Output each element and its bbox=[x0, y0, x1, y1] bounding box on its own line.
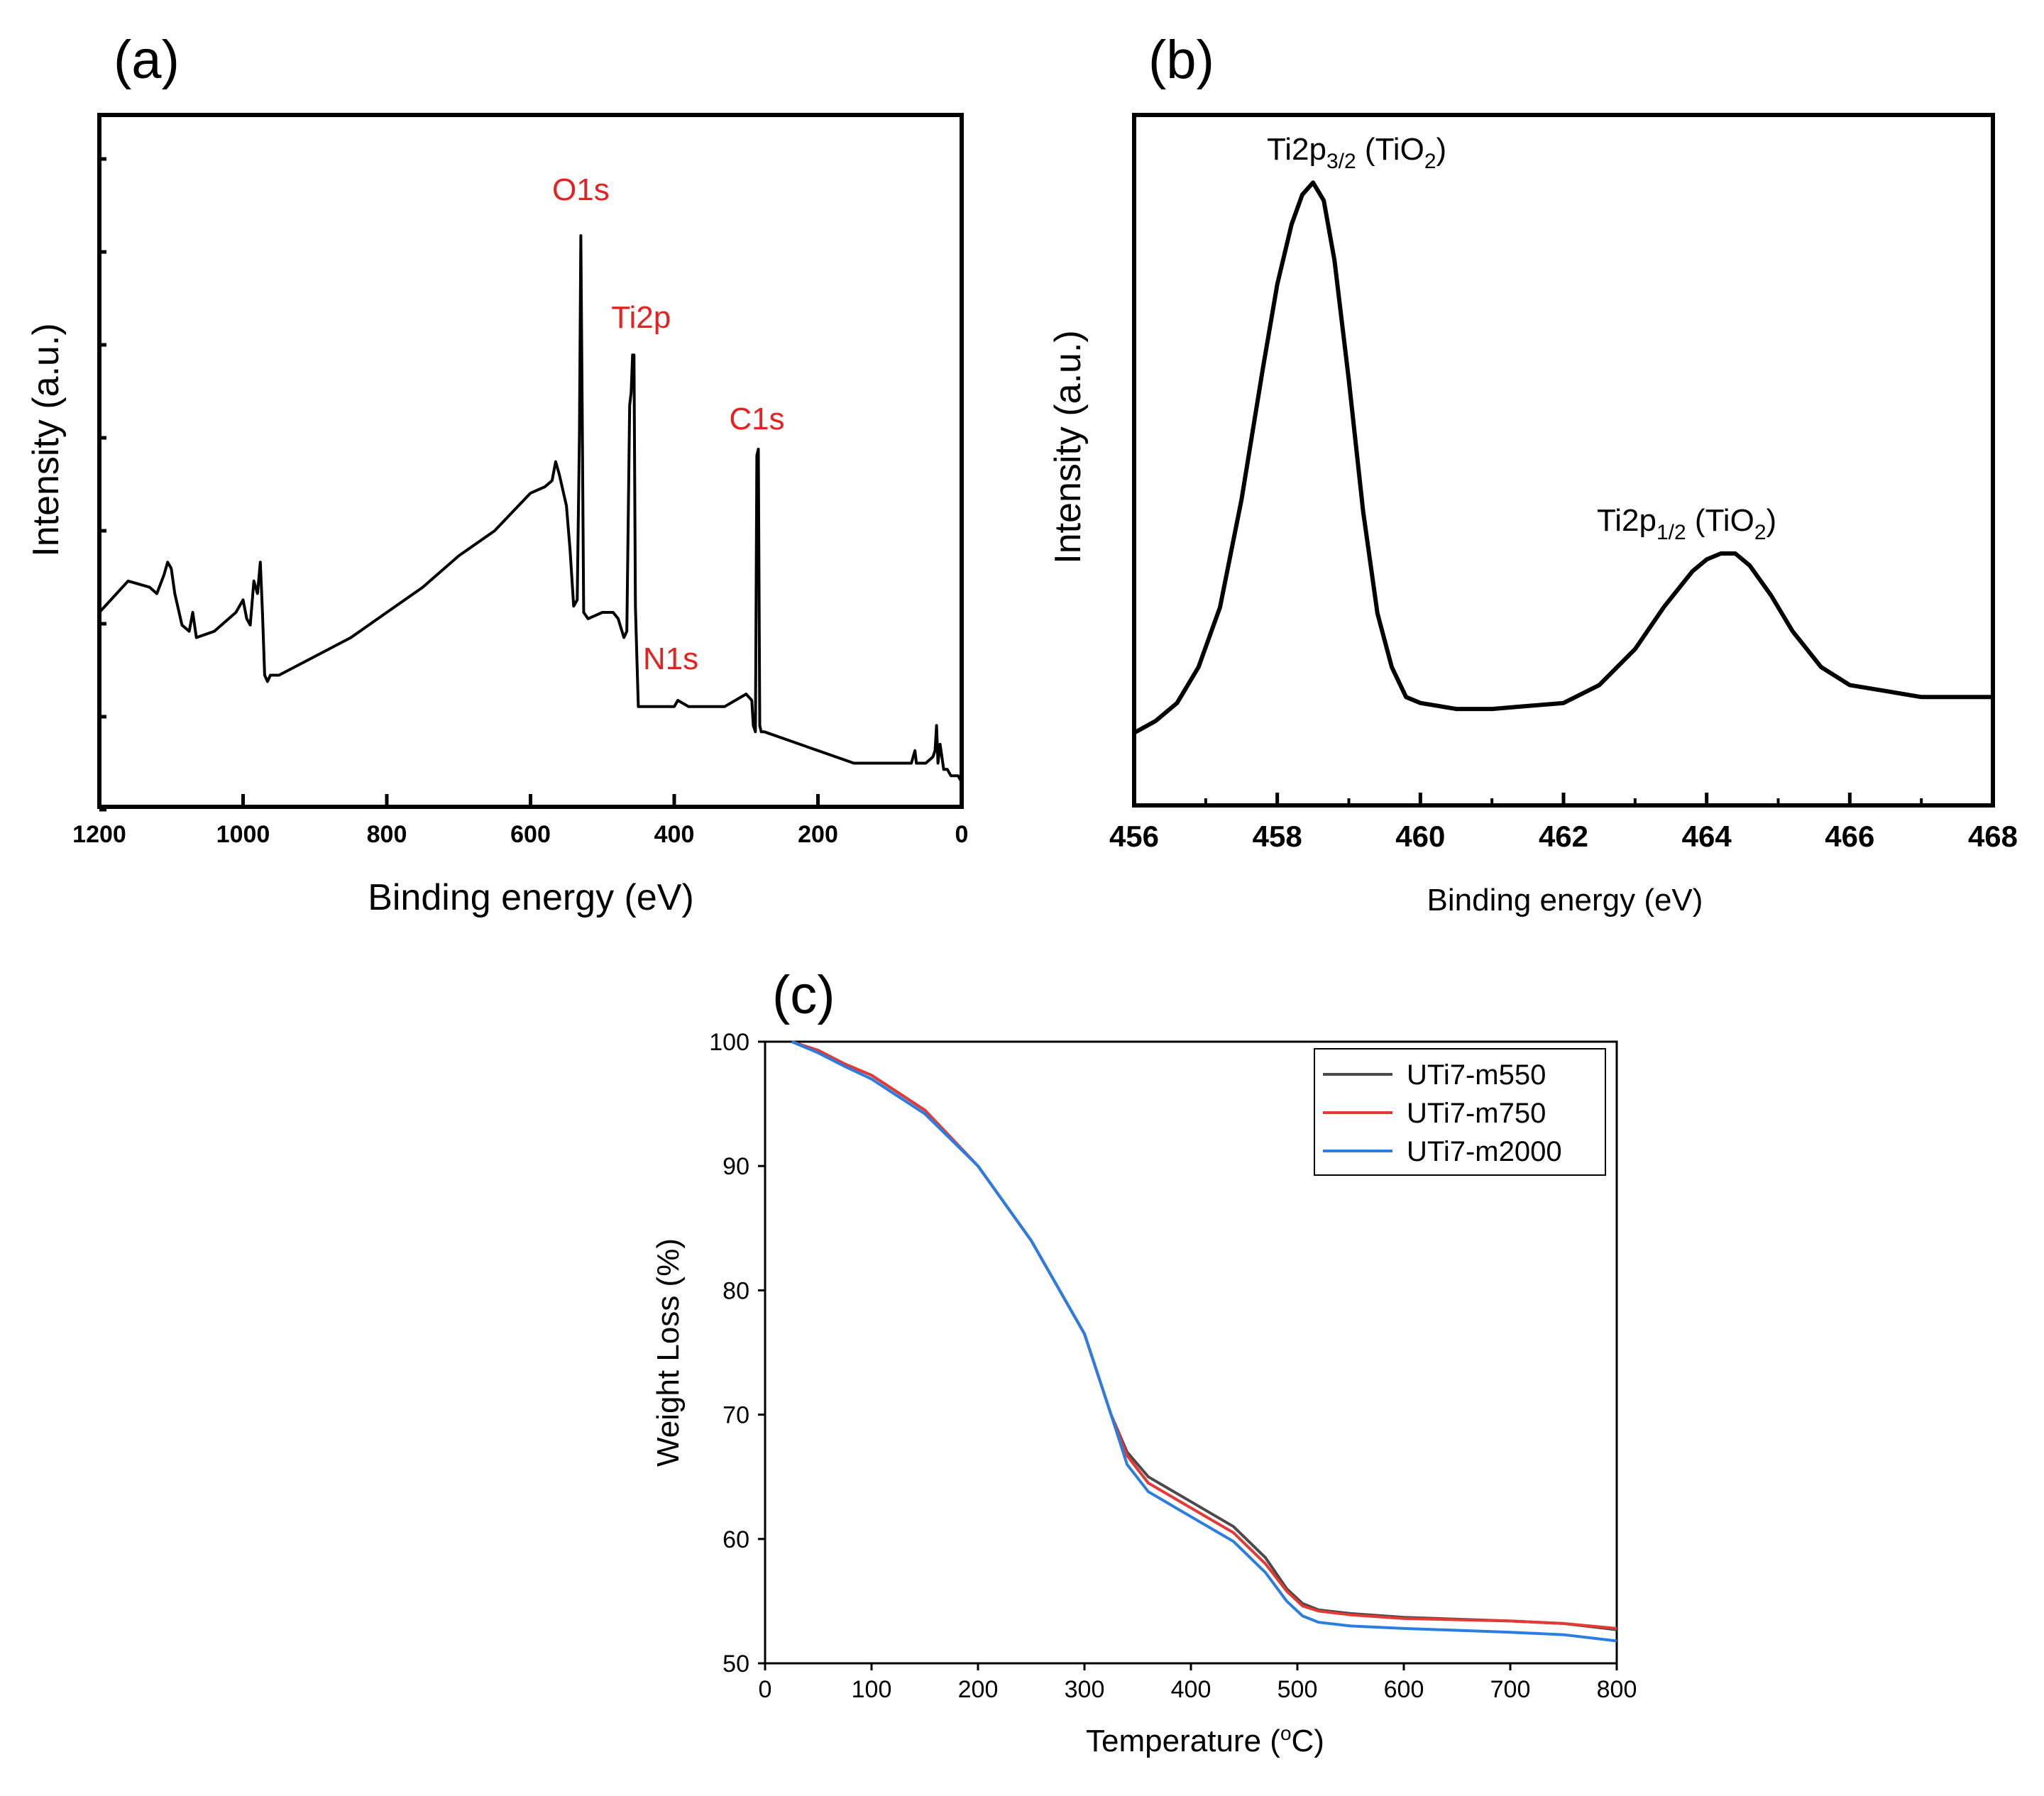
panel-a-x-ticks: 1200 1000 800 600 400 200 0 bbox=[72, 794, 968, 848]
panel-a-series bbox=[98, 234, 963, 783]
panel-c-series-line bbox=[791, 1040, 1617, 1643]
panel-b-peak-label: Ti2p1/2 (TiO2) bbox=[1597, 503, 1776, 544]
panel-c-series-line bbox=[791, 1040, 1617, 1630]
panel-c-y-tick-label: 50 bbox=[722, 1651, 749, 1677]
panel-label-a: (a) bbox=[114, 30, 180, 90]
panel-c-y-tick-label: 80 bbox=[722, 1277, 749, 1304]
panel-label-b: (b) bbox=[1148, 30, 1214, 90]
panel-c-x-axis-label: Temperature (oC) bbox=[1086, 1722, 1324, 1758]
panel-b-x-axis-label: Binding energy (eV) bbox=[1427, 883, 1703, 918]
panel-a-x-tick-label: 800 bbox=[367, 821, 407, 848]
panel-a-x-tick-label: 200 bbox=[798, 821, 838, 848]
panel-c-x-tick-label: 200 bbox=[958, 1676, 999, 1703]
panel-a-x-axis-label: Binding energy (eV) bbox=[368, 877, 694, 918]
panel-c-y-axis-label: Weight Loss (%) bbox=[651, 1238, 686, 1467]
panel-c-x-tick-label: 800 bbox=[1597, 1676, 1637, 1703]
panel-c-legend-entry: UTi7-m2000 bbox=[1407, 1136, 1562, 1167]
panel-b-series bbox=[1133, 180, 1993, 735]
panel-c-x-tick-label: 500 bbox=[1278, 1676, 1318, 1703]
panel-c-x-tick-label: 600 bbox=[1384, 1676, 1424, 1703]
panel-b-x-tick-label: 462 bbox=[1539, 820, 1588, 853]
panel-a-survey-line bbox=[98, 234, 963, 783]
panel-b-x-tick-label: 458 bbox=[1253, 820, 1302, 853]
panel-c-y-tick-label: 90 bbox=[722, 1153, 749, 1180]
panel-c-legend: UTi7-m550 UTi7-m750 UTi7-m2000 bbox=[1314, 1048, 1606, 1176]
panel-a-peak-label: Ti2p bbox=[611, 300, 671, 335]
panel-c-x-tick-label: 700 bbox=[1490, 1676, 1531, 1703]
panel-c-legend-entry: UTi7-m550 bbox=[1407, 1059, 1546, 1091]
panel-a-annotations: O1s Ti2p C1s N1s bbox=[552, 172, 785, 676]
panel-b-x-tick-label: 468 bbox=[1968, 820, 2018, 853]
panel-c-tga-curves: 0 100 200 300 400 500 600 700 800 50 60 70 80 90 100 U… bbox=[651, 1029, 1637, 1758]
panel-a-peak-label: O1s bbox=[552, 172, 610, 207]
panel-a-x-tick-label: 600 bbox=[510, 821, 551, 848]
panel-b-x-ticks: 456 458 460 462 464 466 468 bbox=[1109, 793, 2018, 853]
panel-c-x-tick-label: 300 bbox=[1065, 1676, 1105, 1703]
panel-b-y-axis-label: Intensity (a.u.) bbox=[1048, 330, 1089, 563]
panel-c-y-tick-label: 100 bbox=[709, 1029, 749, 1056]
panel-a-y-ticks bbox=[99, 157, 106, 812]
panel-a-x-tick-label: 0 bbox=[955, 821, 969, 848]
panel-a-x-tick-label: 1200 bbox=[72, 821, 126, 848]
panel-c-y-tick-label: 60 bbox=[722, 1526, 749, 1553]
panel-label-c: (c) bbox=[772, 965, 835, 1025]
panel-a-x-tick-label: 1000 bbox=[216, 821, 270, 848]
panel-c-legend-entry: UTi7-m750 bbox=[1407, 1098, 1546, 1129]
panel-b-x-tick-label: 466 bbox=[1825, 820, 1874, 853]
panel-b-ti2p-spectrum: 456 458 460 462 464 466 468 Ti2p3/2 (TiO2)Ti2p… bbox=[1048, 113, 2018, 918]
panel-a-peak-label: N1s bbox=[643, 641, 698, 676]
panel-c-x-tick-label: 100 bbox=[852, 1676, 892, 1703]
panel-b-x-tick-label: 456 bbox=[1109, 820, 1159, 853]
panel-c-y-tick-label: 70 bbox=[722, 1402, 749, 1429]
panel-b-x-tick-label: 460 bbox=[1395, 820, 1445, 853]
panel-c-series bbox=[791, 1040, 1617, 1643]
panel-a-x-tick-label: 400 bbox=[654, 821, 695, 848]
panel-a-survey-spectrum: 1200 1000 800 600 400 200 0 O1s Ti2p C1s N1s Bind… bbox=[26, 113, 968, 918]
panel-b-ti2p-line bbox=[1133, 180, 1993, 735]
panel-c-ticks: 0 100 200 300 400 500 600 700 800 50 60 70 80 90 100 bbox=[709, 1029, 1637, 1703]
panel-a-y-axis-label: Intensity (a.u.) bbox=[26, 323, 67, 556]
panel-c-x-tick-label: 400 bbox=[1171, 1676, 1211, 1703]
panel-c-x-tick-label: 0 bbox=[759, 1676, 772, 1703]
panel-b-peak-label: Ti2p3/2 (TiO2) bbox=[1267, 132, 1446, 173]
panel-b-x-tick-label: 464 bbox=[1682, 820, 1732, 853]
panel-a-frame bbox=[97, 113, 964, 809]
panel-a-peak-label: C1s bbox=[729, 402, 784, 436]
panel-b-annotations: Ti2p3/2 (TiO2) Ti2p1/2 (TiO2) bbox=[1267, 132, 1776, 544]
